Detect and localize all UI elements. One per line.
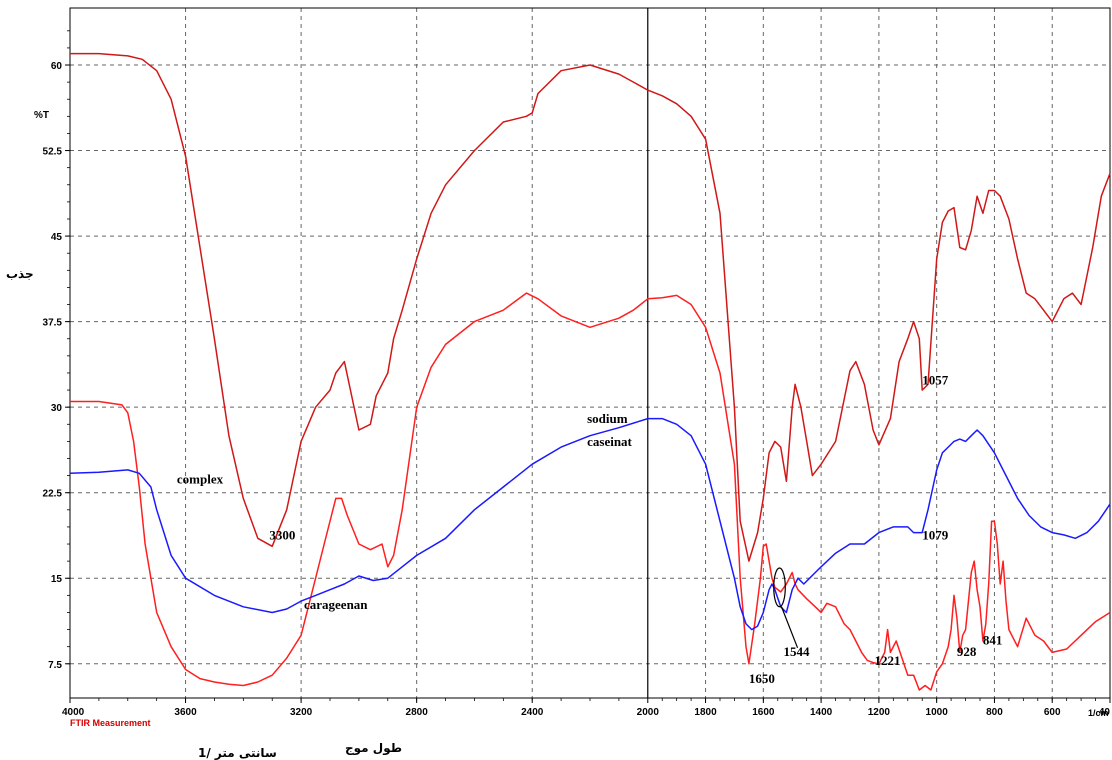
y-tick-label: 15: [51, 574, 63, 585]
x-tick-label: 1400: [810, 707, 833, 718]
x-tick-label: 1000: [926, 707, 949, 718]
x-axis-label-wavelength: طول موج: [345, 741, 402, 756]
y-unit-label: %T: [34, 110, 49, 121]
y-axis-ticks: 60 52.5 45 37.5 30 22.5 15 7.5: [43, 30, 70, 671]
highlight-circle: [773, 567, 786, 608]
annotation-label: 1650: [749, 671, 775, 686]
x-tick-label: 1200: [868, 707, 891, 718]
annotation-label: complex: [177, 472, 224, 487]
y-tick-label: 30: [51, 403, 63, 414]
x-tick-label: 40: [1099, 707, 1111, 718]
y-tick-label: 7.5: [48, 660, 62, 671]
y-tick-label: 22.5: [43, 489, 63, 500]
series-layer: [69, 52, 1111, 691]
annotation-label: caseinat: [587, 434, 632, 449]
x-tick-label: 1600: [752, 707, 775, 718]
x-tick-label: 3600: [174, 707, 197, 718]
annotation-layer: complex 3300 carageenan sodium caseinat 1057 1…: [177, 372, 1003, 686]
y-tick-label: 37.5: [43, 318, 63, 329]
annotation-label: 1057: [922, 372, 949, 387]
x-tick-label: 2400: [521, 707, 544, 718]
plot-frame: [69, 7, 1111, 699]
instrument-label: FTIR Measurement: [70, 718, 151, 728]
x-tick-label: 3200: [290, 707, 313, 718]
annotation-label: 1544: [784, 644, 811, 659]
annotation-label: 928: [957, 644, 977, 659]
x-axis-label-unit: سانتی متر /1: [198, 746, 277, 760]
highlight-pointer: [780, 606, 799, 649]
y-tick-label: 60: [51, 61, 63, 72]
spectrum-line-1: [70, 52, 1111, 562]
x-unit-label: 1/cm: [1088, 708, 1109, 718]
spectrum-line-2: [70, 292, 1111, 691]
x-tick-label: 2800: [406, 707, 429, 718]
annotation-label: 1079: [922, 527, 949, 542]
x-axis-ticks: 4000 3600 3200 2800 2400 2000 1800 1600 1400 1200…: [62, 698, 1111, 718]
x-tick-label: 1800: [694, 707, 717, 718]
annotation-label: carageenan: [304, 597, 368, 612]
x-tick-label: 4000: [62, 707, 85, 718]
annotation-label: 841: [983, 632, 1003, 647]
x-tick-label: 600: [1044, 707, 1061, 718]
y-tick-label: 52.5: [43, 147, 63, 158]
annotation-label: 3300: [269, 527, 295, 542]
grid: [70, 8, 1110, 698]
y-tick-label: 45: [51, 232, 63, 243]
x-tick-label: 2000: [637, 707, 660, 718]
x-tick-label: 800: [986, 707, 1003, 718]
y-axis-label: جذب: [6, 267, 34, 281]
annotation-label: 1221: [875, 653, 901, 668]
annotation-label: sodium: [587, 411, 628, 426]
spectrum-line-3: [69, 417, 1111, 631]
